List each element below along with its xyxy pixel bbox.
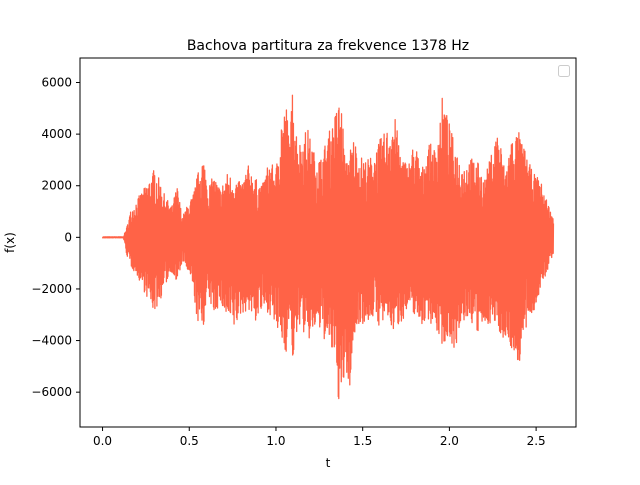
y-tick-label: 0	[64, 230, 72, 244]
axes-frame	[79, 57, 577, 428]
chart-title: Bachova partitura za frekvence 1378 Hz	[187, 38, 469, 54]
y-tick-label: 4000	[41, 127, 72, 141]
y-axis-label: f(x)	[3, 232, 17, 253]
x-axis-label: t	[326, 456, 331, 470]
y-tick-label: −6000	[31, 385, 72, 399]
x-tick-label: 1.5	[353, 434, 372, 448]
y-tick-label: −4000	[31, 334, 72, 348]
x-tick-label: 2.5	[527, 434, 546, 448]
y-tick-label: 6000	[41, 76, 72, 90]
ticks-layer: 0.0 0.5 1.0 1.5 2.0 2.5 −6000 −4000 −2000 0 2000 40…	[31, 76, 545, 448]
y-tick-label: −2000	[31, 282, 72, 296]
series-line-0	[101, 94, 555, 400]
x-tick-label: 1.0	[266, 434, 285, 448]
x-tick-label: 2.0	[440, 434, 459, 448]
y-tick-label: 2000	[41, 179, 72, 193]
x-tick-label: 0.0	[93, 434, 112, 448]
plot-layer	[101, 94, 555, 400]
x-tick-label: 0.5	[180, 434, 199, 448]
legend-box	[558, 65, 570, 77]
